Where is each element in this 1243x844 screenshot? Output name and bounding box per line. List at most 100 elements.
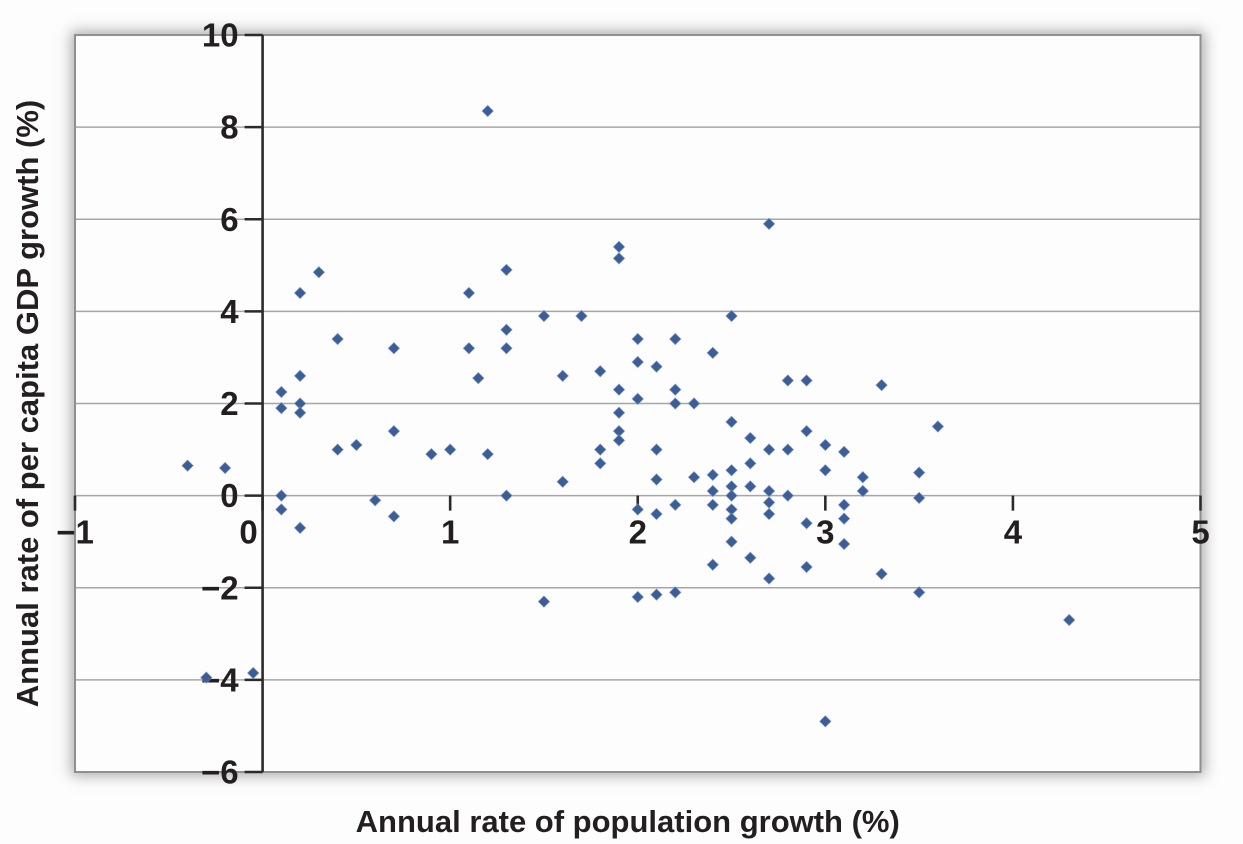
data-point-11	[331, 332, 345, 346]
data-point-68	[818, 438, 832, 452]
data-point-98	[856, 484, 870, 498]
data-points	[181, 104, 1076, 728]
data-point-55	[650, 443, 663, 457]
x-tick-label-0: 0	[239, 514, 257, 551]
data-point-94	[762, 572, 776, 585]
data-point-22	[387, 509, 401, 523]
data-point-107	[1062, 613, 1076, 627]
data-point-67	[800, 424, 814, 438]
data-point-40	[631, 355, 645, 369]
data-point-72	[818, 463, 832, 477]
data-point-6	[293, 369, 307, 383]
x-tick-label--1: −1	[56, 514, 94, 551]
data-point-39	[706, 346, 720, 360]
data-point-44	[800, 374, 814, 387]
data-point-47	[668, 383, 682, 397]
data-point-90	[837, 537, 851, 551]
data-point-97	[856, 470, 870, 484]
data-point-83	[837, 498, 851, 512]
data-point-102	[631, 590, 645, 604]
data-point-106	[912, 585, 926, 599]
data-point-49	[687, 397, 701, 410]
y-tick-label-10: 10	[202, 17, 239, 54]
data-point-20	[293, 521, 307, 535]
y-axis-title: Annual rate of per capita GDP growth (%)	[10, 100, 45, 707]
data-point-48	[668, 397, 682, 410]
y-tick-label-0: 0	[220, 477, 238, 514]
data-point-78	[762, 484, 776, 498]
axes	[73, 33, 1202, 774]
data-point-46	[631, 392, 645, 406]
x-axis-title: Annual rate of population growth (%)	[356, 804, 900, 839]
data-point-52	[612, 433, 626, 447]
x-tick-label-4: 4	[1004, 514, 1023, 551]
data-point-38	[668, 332, 682, 346]
data-point-30	[471, 371, 485, 385]
data-point-8	[293, 406, 307, 420]
data-point-81	[706, 498, 720, 512]
data-point-80	[781, 489, 795, 503]
data-point-105	[875, 567, 889, 581]
data-point-100	[912, 491, 926, 505]
x-tick-label-2: 2	[629, 514, 647, 551]
data-point-37	[631, 332, 645, 346]
data-point-1	[218, 461, 232, 475]
data-point-43	[781, 374, 795, 387]
data-point-62	[668, 498, 682, 512]
data-point-19	[274, 502, 288, 516]
data-point-99	[912, 466, 926, 480]
data-point-108	[818, 714, 832, 728]
data-point-57	[481, 447, 495, 461]
data-point-29	[462, 341, 476, 355]
plot-frame	[74, 34, 1202, 773]
data-point-35	[556, 369, 570, 383]
data-point-101	[537, 595, 551, 609]
data-point-65	[762, 443, 776, 457]
data-point-2	[199, 671, 213, 685]
y-tick-label--2: −2	[201, 569, 239, 606]
data-point-15	[387, 424, 401, 438]
data-point-25	[499, 263, 513, 277]
y-tick-label-8: 8	[220, 109, 238, 146]
data-point-27	[612, 251, 626, 265]
data-point-54	[593, 456, 607, 470]
data-point-58	[556, 475, 570, 489]
data-point-28	[762, 217, 776, 231]
data-point-95	[875, 378, 889, 392]
x-tick-label-3: 3	[816, 514, 834, 551]
data-point-64	[743, 431, 757, 445]
data-point-73	[687, 470, 701, 484]
data-point-3	[246, 666, 260, 680]
data-point-82	[762, 496, 776, 509]
data-point-91	[706, 558, 720, 572]
data-point-18	[274, 489, 288, 503]
data-point-59	[499, 489, 513, 503]
data-point-71	[725, 463, 738, 477]
y-tick-label--6: −6	[201, 754, 239, 791]
data-point-42	[725, 309, 738, 323]
data-point-69	[837, 445, 851, 459]
y-tick-label-2: 2	[220, 385, 238, 422]
data-point-75	[706, 484, 720, 498]
data-point-26	[612, 240, 626, 254]
plot-border	[74, 34, 1202, 773]
data-point-24	[481, 104, 495, 118]
data-point-74	[706, 468, 720, 482]
data-point-77	[743, 479, 757, 493]
data-point-66	[781, 443, 795, 457]
data-point-31	[499, 323, 513, 337]
data-point-56	[650, 473, 663, 486]
data-point-79	[725, 489, 738, 503]
data-point-63	[725, 415, 738, 429]
data-point-0	[181, 459, 195, 473]
data-point-50	[612, 406, 626, 420]
data-point-17	[443, 443, 457, 457]
data-point-86	[762, 507, 776, 521]
data-point-5	[274, 401, 288, 415]
data-point-36	[593, 364, 607, 378]
data-point-9	[293, 286, 307, 300]
data-point-33	[537, 309, 551, 323]
